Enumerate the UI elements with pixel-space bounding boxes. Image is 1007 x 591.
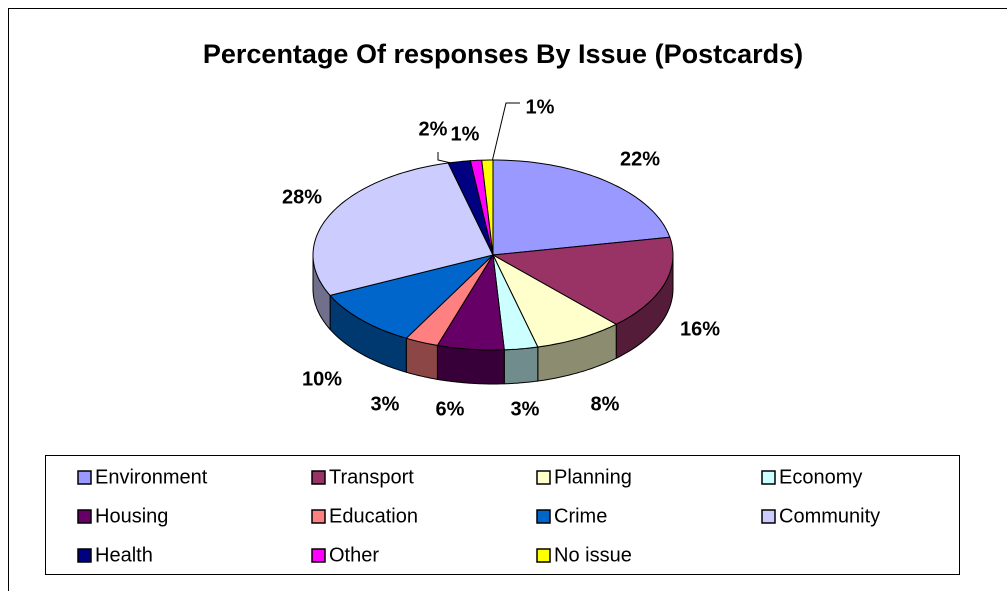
slice	[492, 159, 671, 256]
data-label: 22%	[620, 148, 660, 170]
data-label: 1%	[451, 123, 480, 145]
data-label: 3%	[511, 398, 540, 420]
legend-swatch	[536, 548, 551, 563]
slice	[492, 254, 539, 351]
slice	[491, 236, 674, 325]
legend-label: Crime	[554, 505, 607, 527]
legend-swatch	[77, 470, 92, 485]
slice-side	[503, 346, 539, 385]
legend-label: Transport	[329, 466, 414, 488]
slice	[329, 254, 495, 339]
legend-swatch	[77, 548, 92, 563]
leader-line	[491, 102, 520, 163]
slice-side	[436, 344, 505, 385]
legend-swatch	[761, 470, 776, 485]
data-label: 28%	[282, 186, 322, 208]
legend-label: No issue	[554, 544, 632, 566]
data-label: 6%	[436, 398, 465, 420]
legend-swatch	[761, 509, 776, 524]
legend-swatch	[311, 509, 326, 524]
legend-swatch	[536, 470, 551, 485]
data-label: 8%	[591, 393, 620, 415]
legend-swatch	[536, 509, 551, 524]
legend-label: Planning	[554, 466, 632, 488]
legend-label: Economy	[779, 466, 862, 488]
chart-title: Percentage Of responses By Issue (Postca…	[203, 39, 803, 69]
data-label: 10%	[302, 368, 342, 390]
legend-label: Community	[779, 505, 880, 527]
legend-label: Education	[329, 505, 418, 527]
legend-swatch	[77, 509, 92, 524]
slice	[436, 253, 505, 351]
legend-swatch	[311, 548, 326, 563]
data-label: 1%	[526, 96, 555, 118]
data-label: 2%	[419, 118, 448, 140]
data-label: 16%	[680, 318, 720, 340]
legend-label: Other	[329, 544, 379, 566]
legend-label: Housing	[95, 505, 168, 527]
slice	[491, 253, 618, 348]
legend-label: Health	[95, 544, 153, 566]
legend-label: Environment	[95, 466, 208, 488]
slice	[312, 162, 494, 296]
data-label: 3%	[371, 393, 400, 415]
legend-box	[45, 455, 960, 575]
slice	[447, 160, 494, 256]
slice	[481, 159, 494, 256]
slice	[405, 254, 494, 346]
legend-swatch	[311, 470, 326, 485]
